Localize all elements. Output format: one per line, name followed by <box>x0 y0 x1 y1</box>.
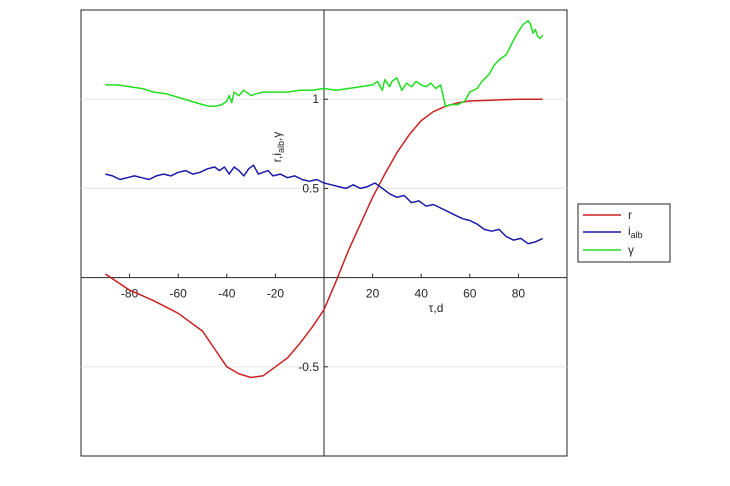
x-tick-label-1: -60 <box>170 287 188 301</box>
series-line-ialb <box>105 164 544 245</box>
y-axis-label-tail: ,γ <box>270 132 284 141</box>
series-line-gamma <box>105 19 544 108</box>
legend-box <box>577 203 671 263</box>
legend-label-ialb: ialb <box>628 224 643 240</box>
x-tick-label-5: 40 <box>415 287 429 301</box>
legend-label-ialb-main: i <box>628 224 631 238</box>
y-axis-label: r,ialb,γ <box>270 132 286 163</box>
x-axis-label: τ,d <box>429 301 444 315</box>
x-tick-label-3: -20 <box>267 287 285 301</box>
y-tick-label-2: 1 <box>312 92 319 106</box>
y-tick-label-0: -0.5 <box>298 360 319 374</box>
tick-labels: -80 -60 -40 -20 20 40 60 80 -0.5 0.5 1 <box>121 92 525 374</box>
y-axis-label-main: r,i <box>270 153 284 162</box>
x-tick-label-6: 60 <box>463 287 477 301</box>
x-tick-label-7: 80 <box>512 287 526 301</box>
legend-label-ialb-subscript: alb <box>631 230 643 240</box>
axes <box>81 10 567 456</box>
legend-label-r: r <box>628 208 632 222</box>
legend-label-gamma: γ <box>628 243 634 257</box>
y-tick-label-1: 0.5 <box>302 181 319 195</box>
series-lines <box>104 19 544 379</box>
y-axis-label-subscript: alb <box>276 141 286 153</box>
x-tick-label-4: 20 <box>366 287 380 301</box>
x-tick-label-0: -80 <box>121 287 139 301</box>
x-tick-label-2: -40 <box>218 287 236 301</box>
legend: r ialb γ <box>577 203 671 263</box>
